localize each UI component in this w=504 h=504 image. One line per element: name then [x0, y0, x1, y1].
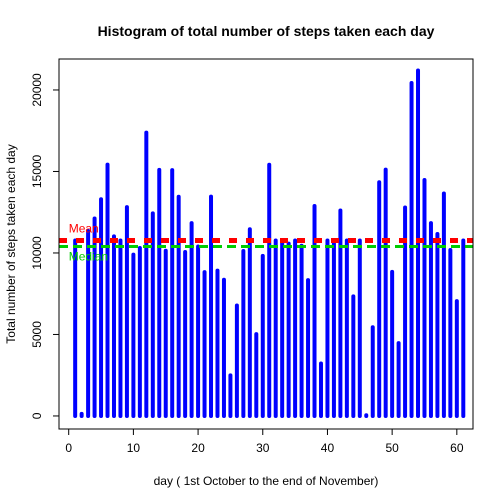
- x-tick-label-20: 20: [191, 441, 205, 455]
- plot-area: Mean Median: [59, 71, 473, 416]
- y-tick-label-20000: 20000: [30, 73, 44, 107]
- x-tick-label-40: 40: [321, 441, 335, 455]
- y-tick-label-5000: 5000: [30, 321, 44, 348]
- y-axis: 0 5000 10000 15000 20000: [30, 73, 59, 419]
- y-tick-label-10000: 10000: [30, 236, 44, 270]
- y-tick-label-15000: 15000: [30, 154, 44, 188]
- x-tick-label-10: 10: [127, 441, 141, 455]
- y-tick-label-0: 0: [30, 412, 44, 419]
- x-tick-label-30: 30: [256, 441, 270, 455]
- median-label: Median: [69, 250, 108, 264]
- bar-series: [75, 71, 463, 416]
- x-tick-label-50: 50: [385, 441, 399, 455]
- chart-title: Histogram of total number of steps taken…: [98, 23, 435, 39]
- y-axis-label: Total number of steps taken each day: [4, 144, 18, 343]
- x-axis-label: day ( 1st October to the end of November…: [154, 474, 379, 488]
- x-tick-label-60: 60: [450, 441, 464, 455]
- x-axis: 0 10 20 30 40 50 60: [65, 429, 463, 455]
- mean-label: Mean: [69, 221, 99, 235]
- x-tick-label-0: 0: [65, 441, 72, 455]
